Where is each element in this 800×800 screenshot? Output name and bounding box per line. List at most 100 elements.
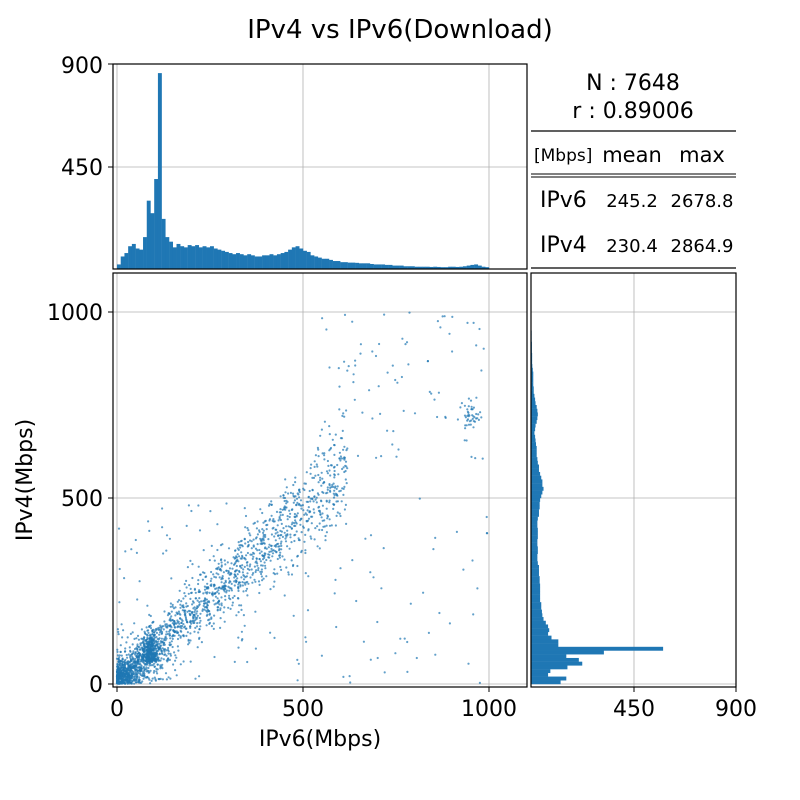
scatter-point	[467, 423, 471, 426]
scatter-point	[305, 640, 308, 643]
right-hist-bar	[531, 591, 541, 595]
scatter-point	[154, 651, 157, 654]
scatter-point	[400, 375, 403, 379]
scatter-point	[303, 488, 306, 492]
scatter-point	[217, 606, 220, 609]
scatter-point	[338, 490, 341, 493]
scatter-point	[201, 608, 204, 611]
scatter-point	[130, 666, 133, 670]
scatter-point	[262, 537, 265, 541]
scatter-point	[345, 482, 348, 485]
scatter-point	[472, 321, 475, 324]
scatter-point	[189, 597, 192, 601]
scatter-point	[244, 526, 247, 529]
scatter-point	[123, 674, 126, 678]
right-hist-bar	[531, 442, 537, 447]
scatter-point	[154, 654, 157, 657]
scatter-point	[124, 550, 127, 553]
scatter-point	[268, 518, 272, 521]
scatter-point	[202, 549, 205, 552]
top-hist-bar	[481, 266, 486, 269]
scatter-point	[402, 409, 405, 412]
top-hist-bar	[224, 251, 229, 269]
scatter-point	[138, 648, 142, 651]
right-hist-bar	[531, 364, 533, 368]
scatter-point	[302, 509, 305, 512]
scatter-point	[251, 557, 254, 561]
scatter-point	[465, 439, 468, 442]
right-hist-bar	[531, 509, 539, 514]
scatter-point	[368, 389, 371, 392]
scatter-point	[343, 456, 346, 459]
scatter-point	[124, 663, 127, 666]
scatter-point	[138, 668, 141, 672]
scatter-point	[152, 671, 155, 674]
scatter-point	[203, 585, 206, 588]
scatter-point	[338, 451, 341, 454]
scatter-point	[220, 581, 223, 584]
scatter-point	[307, 496, 310, 499]
scatter-point	[151, 640, 154, 643]
scatter-point	[369, 571, 372, 574]
scatter-point	[324, 539, 327, 542]
scatter-point	[280, 530, 283, 533]
scatter-point	[321, 317, 324, 320]
scatter-point	[286, 545, 289, 548]
scatter-point	[196, 599, 199, 602]
scatter-point	[165, 630, 168, 633]
scatter-point	[263, 556, 266, 560]
scatter-point	[163, 650, 166, 653]
scatter-point	[144, 642, 147, 645]
scatter-point	[120, 654, 123, 657]
scatter-point	[224, 595, 227, 598]
scatter-point	[170, 640, 173, 643]
scatter-point	[352, 373, 355, 376]
scatter-point	[195, 625, 199, 628]
right-hist-bar	[531, 371, 534, 376]
scatter-y-label: IPv4(Mbps)	[13, 419, 38, 541]
scatter-point	[237, 541, 240, 544]
right-hist-bar	[531, 479, 543, 484]
top-hist-grid	[113, 64, 527, 269]
scatter-point	[314, 527, 317, 530]
scatter-point	[187, 592, 190, 595]
scatter-point	[248, 565, 251, 568]
scatter-point	[339, 567, 342, 570]
scatter-point	[276, 524, 279, 527]
scatter-point	[228, 594, 231, 597]
scatter-point	[171, 618, 174, 622]
scatter-point	[294, 524, 297, 528]
right-hist-bar	[531, 557, 538, 562]
scatter-point	[470, 408, 473, 411]
scatter-point	[347, 365, 350, 368]
scatter-point	[332, 503, 335, 506]
scatter-point	[165, 678, 168, 681]
top-hist-bar	[117, 264, 121, 269]
scatter-point	[191, 620, 194, 623]
scatter-point	[161, 652, 164, 656]
scatter-point	[156, 663, 159, 666]
scatter-point	[354, 364, 357, 367]
scatter-point	[330, 524, 333, 527]
top-hist-bar	[146, 200, 151, 269]
scatter-point	[169, 605, 172, 608]
scatter-point	[282, 496, 285, 499]
scatter-point	[311, 488, 314, 491]
scatter-point	[246, 660, 249, 664]
scatter-point	[120, 623, 123, 626]
scatter-point	[298, 491, 301, 494]
scatter-point	[213, 584, 216, 587]
scatter-point	[148, 641, 151, 644]
scatter-point	[336, 463, 339, 467]
scatter-point	[284, 540, 288, 543]
scatter-point	[174, 606, 177, 609]
scatter-point	[129, 677, 132, 680]
scatter-point	[280, 568, 283, 572]
top-hist-bar	[343, 262, 348, 269]
scatter-point	[124, 658, 127, 661]
scatter-point	[173, 630, 176, 633]
top-hist-bar	[299, 248, 304, 269]
scatter-point	[415, 656, 418, 660]
scatter-point	[119, 662, 122, 665]
scatter-point	[460, 402, 463, 405]
